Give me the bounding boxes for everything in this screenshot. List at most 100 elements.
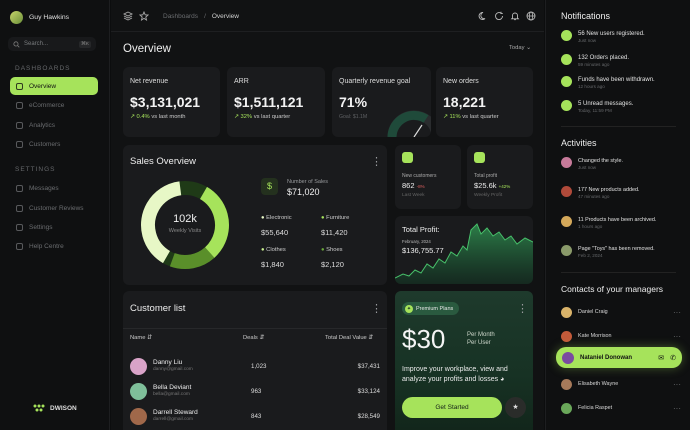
- manager-item-active[interactable]: Nataniel Donowan ✉ ✆: [556, 347, 682, 368]
- breadcrumb-parent[interactable]: Dashboards: [163, 12, 199, 20]
- notification-item[interactable]: Funds have been withdrawn. 12 hours ago: [561, 76, 655, 89]
- stat-change-value: 0.4%: [136, 114, 150, 120]
- globe-icon[interactable]: [526, 11, 536, 21]
- sidebar-item-reviews[interactable]: Customer Reviews: [10, 199, 98, 217]
- message-icon: [16, 184, 23, 192]
- legend-label: Furniture: [326, 215, 350, 221]
- range-select[interactable]: Today ⌄: [509, 45, 531, 51]
- stat-card-arr: ARR $1,511,121 ↗ 32% vs last quarter: [227, 67, 325, 137]
- more-icon[interactable]: ···: [673, 379, 681, 389]
- search-input[interactable]: Search...: [24, 41, 49, 47]
- avatar: [130, 382, 147, 400]
- profit-value: $136,755.77: [402, 246, 444, 255]
- more-icon[interactable]: ···: [673, 307, 681, 317]
- notification-body: Funds have been withdrawn. 12 hours ago: [578, 76, 655, 89]
- more-icon[interactable]: ⋮: [371, 156, 382, 168]
- profit-date: February, 2024: [402, 239, 431, 244]
- customer-info: Bella Deviant bella@gmail.com: [153, 384, 191, 398]
- sales-num-label: Number of Sales: [287, 179, 328, 185]
- more-icon[interactable]: ···: [673, 331, 681, 341]
- star-icon[interactable]: [139, 11, 149, 21]
- table-row[interactable]: Bella Deviant bella@gmail.com 963 $33,124: [130, 379, 380, 403]
- customer-deals: 843: [251, 412, 262, 420]
- stat-value: $1,511,121: [234, 94, 304, 110]
- customer-name: Darrell Steward: [153, 409, 198, 416]
- stat-change: ↗ 11% vs last quarter: [443, 114, 499, 120]
- activity-body: 11 Products have been archived. 1 hours a…: [578, 216, 656, 229]
- phone-icon[interactable]: ✆: [670, 354, 676, 362]
- avatar: [561, 378, 572, 390]
- more-icon[interactable]: ···: [673, 403, 681, 413]
- legend-value: $1,840: [261, 260, 284, 269]
- avatar: [561, 402, 572, 414]
- notification-item[interactable]: 5 Unread messages. Today, 11:59 PM: [561, 100, 633, 113]
- stat-value: 18,221: [443, 94, 486, 110]
- sidebar-item-ecommerce[interactable]: eCommerce: [10, 96, 98, 114]
- bell-icon[interactable]: [510, 11, 520, 21]
- sidebar-item-settings[interactable]: Settings: [10, 218, 98, 236]
- table-row[interactable]: Danny Liu danny@gmail.com 1,023 $37,431: [130, 354, 380, 378]
- sales-num-value: $71,020: [287, 187, 320, 197]
- col-name[interactable]: Name ⇵: [130, 335, 152, 341]
- sidebar-item-label: eCommerce: [29, 101, 65, 109]
- refresh-icon[interactable]: [494, 11, 504, 21]
- col-deals[interactable]: Deals ⇵: [243, 335, 264, 341]
- divider: [111, 31, 544, 32]
- sparkle-icon: ✦: [405, 304, 413, 313]
- sidebar-item-help[interactable]: Help Centre: [10, 237, 98, 255]
- activities-title: Activities: [561, 138, 597, 148]
- sidebar-item-overview[interactable]: Overview: [10, 77, 98, 95]
- sidebar-item-label: Customer Reviews: [29, 204, 84, 212]
- divider: [561, 126, 676, 127]
- legend-dot: ●: [321, 247, 325, 253]
- get-started-button[interactable]: Get Started: [402, 397, 502, 418]
- sidebar-item-label: Settings: [29, 223, 53, 231]
- activity-body: Changed the style. Just now: [578, 157, 623, 170]
- chart-icon: [16, 121, 23, 129]
- notification-body: 132 Orders placed. 59 minutes ago: [578, 54, 629, 67]
- activity-item[interactable]: Page "Toys" has been removed. Feb 2, 2024: [561, 245, 655, 258]
- search-box[interactable]: Search... ⌘K: [8, 37, 96, 51]
- sort-icon: ⇵: [259, 335, 265, 341]
- manager-item[interactable]: Daniel Craig ···: [561, 305, 681, 319]
- manager-item[interactable]: Kate Morrison ···: [561, 329, 681, 343]
- manager-item[interactable]: Felicia Raspet ···: [561, 401, 681, 415]
- more-icon[interactable]: ⋮: [371, 303, 382, 315]
- mail-icon[interactable]: ✉: [658, 354, 665, 362]
- main-content: Dashboards / Overview Overview Today ⌄ N…: [111, 0, 544, 430]
- layers-icon[interactable]: [123, 11, 133, 21]
- top-left-tools: Dashboards / Overview: [123, 11, 239, 21]
- col-total[interactable]: Total Deal Value ⇵: [325, 335, 373, 341]
- cart-icon: [561, 54, 572, 65]
- more-icon[interactable]: ⋮: [517, 303, 528, 315]
- notifications-title: Notifications: [561, 11, 611, 21]
- sidebar-item-customers[interactable]: Customers: [10, 135, 98, 153]
- help-icon: [16, 242, 23, 250]
- sidebar-item-analytics[interactable]: Analytics: [10, 116, 98, 134]
- activity-text: Changed the style.: [578, 158, 623, 164]
- notification-item[interactable]: 56 New users registered. Just now: [561, 30, 645, 43]
- notification-text: 5 Unread messages.: [578, 101, 634, 107]
- favorite-button[interactable]: ★: [505, 397, 526, 418]
- sidebar-item-messages[interactable]: Messages: [10, 179, 98, 197]
- user-icon: [561, 30, 572, 41]
- table-row[interactable]: Darrell Steward darrell@gmail.com 843 $28…: [130, 404, 380, 428]
- activity-time: Just now: [578, 165, 597, 170]
- notification-item[interactable]: 132 Orders placed. 59 minutes ago: [561, 54, 629, 67]
- legend-electronic: ● Electronic: [261, 215, 292, 221]
- col-label: Total Deal Value: [325, 335, 367, 341]
- stat-change: ↗ 0.4% vs last month: [130, 114, 185, 120]
- activity-time: 1 hours ago: [578, 224, 603, 229]
- moon-icon[interactable]: [478, 11, 488, 21]
- activity-item[interactable]: 11 Products have been archived. 1 hours a…: [561, 216, 656, 229]
- legend-label: Electronic: [266, 215, 292, 221]
- manager-item[interactable]: Elisabeth Wayne ···: [561, 377, 681, 391]
- activity-item[interactable]: Changed the style. Just now: [561, 157, 623, 170]
- pie-icon: ◕: [500, 376, 505, 383]
- notification-text: 56 New users registered.: [578, 31, 645, 37]
- brand-logo: DWISON: [32, 404, 77, 412]
- avatar: [130, 357, 147, 375]
- user-profile[interactable]: Guy Hawkins: [10, 11, 69, 24]
- customer-email: bella@gmail.com: [153, 392, 190, 397]
- activity-item[interactable]: 177 New products added. 47 minutes ago: [561, 186, 639, 199]
